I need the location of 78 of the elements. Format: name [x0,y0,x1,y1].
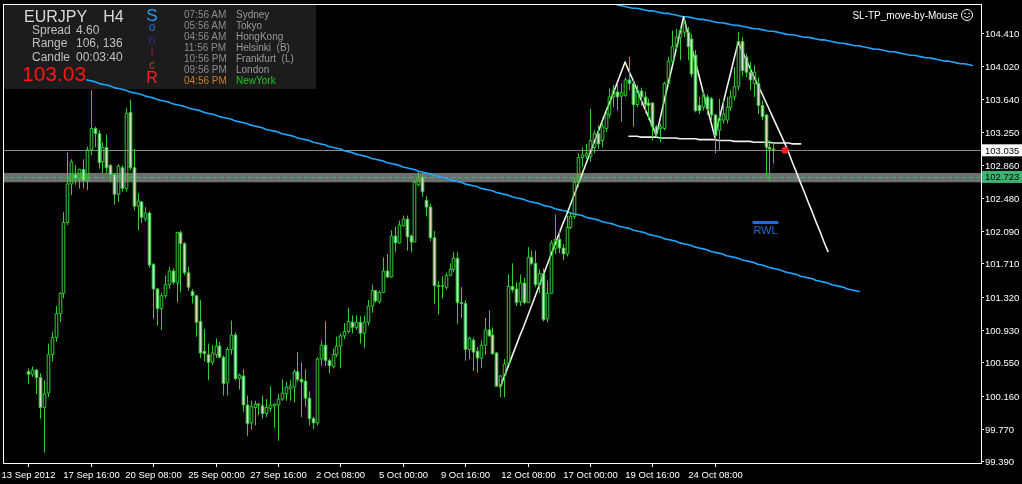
annotation: 04:56 PM [184,74,227,86]
annotation: Spread [32,23,71,37]
annotation: 07:56 AM [184,8,227,20]
ref-line-label: 102.723 [985,171,1020,183]
annotation: Range [32,36,68,51]
y-tick-label: 103.250 [985,127,1020,138]
chart-title: EURJPY H4 [24,7,124,25]
y-tick-label: 104.410 [985,28,1020,39]
x-tick-label: 20 Sep 08:00 [125,468,182,480]
annotation: 00:03:40 [76,49,124,64]
candlestick [206,343,211,381]
candlestick [116,163,121,203]
candlestick [650,101,655,142]
line-series [628,135,802,145]
candlestick [596,124,601,150]
annotation: 106, 136 [76,36,124,51]
x-tick-label: 9 Oct 16:00 [440,468,491,480]
x-tick-label: 24 Oct 08:00 [688,468,743,480]
y-tick-label: 100.160 [985,391,1020,402]
candlestick [518,273,523,307]
candlestick [701,89,706,112]
y-tick-label: 99.390 [985,456,1015,467]
candlestick [198,299,203,359]
candlestick [455,251,460,325]
candlestick [405,215,410,252]
candlestick [565,215,570,258]
candlestick [284,381,289,402]
annotation: 4.60 [76,23,100,37]
y-tick-label: 100.930 [985,325,1020,336]
annotation: 04:56 AM [184,30,227,42]
y-tick-label: 102.860 [985,160,1020,171]
candlestick [471,337,476,372]
y-tick-label: 104.020 [985,61,1020,72]
candlestick [175,231,180,304]
ref-line-label: 103.035 [985,144,1020,156]
x-tick-label: 17 Sep 16:00 [63,468,120,480]
y-tick-label: 101.710 [985,258,1020,269]
y-tick-label: 102.480 [985,193,1020,204]
candlestick [526,246,531,304]
annotation: SonicR [146,5,158,86]
annotation: SL-TP_move-by-Mouse [852,9,959,21]
candlestick [260,395,265,420]
candlestick [358,315,363,345]
candlestick [26,367,31,385]
x-tick-label: 12 Oct 08:00 [501,468,556,480]
annotation: Frankfurt (L) [236,52,294,64]
x-tick-label: 27 Sep 16:00 [250,468,307,480]
y-tick-label: 100.550 [985,357,1020,368]
x-tick-label: 17 Oct 00:00 [563,468,618,480]
candlestick [253,400,258,426]
annotation: 11:56 PM [184,41,227,53]
line-series [616,4,974,67]
annotation: Sydney [236,8,270,20]
line-series [499,16,829,388]
annotation: 103.03 [22,61,87,85]
annotation: 10:56 PM [184,52,227,64]
annotation: NewYork [236,74,277,86]
x-tick-label: 13 Sep 2012 [1,468,56,480]
candlestick [717,98,722,151]
x-tick-label: 19 Oct 16:00 [625,468,680,480]
y-tick-label: 103.640 [985,94,1020,105]
x-tick-label: 25 Sep 00:00 [188,468,245,480]
x-tick-label: 5 Oct 00:00 [378,468,429,480]
candlestick [389,229,394,279]
annotation: Helsinki (B) [236,41,290,53]
annotation: HongKong [236,30,284,42]
annotation: 05:56 AM [184,19,227,31]
annotation: 09:56 PM [184,63,227,75]
y-tick-label: 99.770 [985,424,1015,435]
candlestick [705,93,710,116]
annotation: Candle [32,49,71,64]
annotation: London [236,63,270,75]
series-label: RWL [753,224,778,237]
candlestick [588,108,593,163]
y-tick-label: 102.090 [985,226,1020,237]
y-tick-label: 101.320 [985,292,1020,303]
annotation: Tokyo [236,19,263,31]
x-tick-label: 2 Oct 08:00 [315,468,366,480]
